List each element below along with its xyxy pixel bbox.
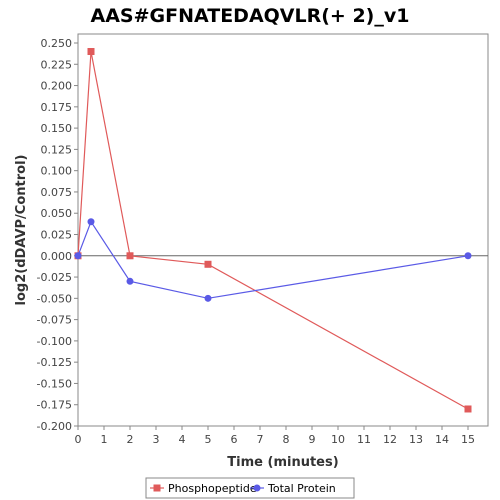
x-axis-title: Time (minutes) [227,455,338,470]
x-tick-label: 10 [331,433,345,446]
x-axis: 0 1 2 3 4 5 6 7 8 9 10 11 12 13 14 15 [75,426,475,446]
legend-label: Phosphopeptide [168,482,257,495]
y-tick-label: -0.200 [37,420,72,433]
x-tick-label: 14 [435,433,449,446]
y-tick-label: -0.125 [37,356,72,369]
y-tick-label: 0.100 [41,165,73,178]
legend-entry-total-protein: Total Protein [250,482,336,495]
y-tick-label: -0.150 [37,377,72,390]
y-tick-label: -0.050 [37,292,72,305]
y-tick-label: 0.200 [41,80,73,93]
y-tick-label: 0.050 [41,207,73,220]
legend-entry-phosphopeptide: Phosphopeptide [150,482,257,495]
data-point [74,252,82,260]
y-axis: 0.250 0.225 0.200 0.175 0.150 0.125 0.100 0.075… [37,37,78,433]
y-tick-label: -0.075 [37,314,72,327]
plot-area [77,33,489,427]
data-point [204,294,212,302]
x-tick-label: 11 [357,433,371,446]
y-tick-label: 0.250 [41,37,73,50]
legend-marker [253,484,261,492]
y-axis-title: log2(dDAVP/Control) [14,155,29,306]
legend-marker [153,484,161,492]
x-tick-label: 0 [75,433,82,446]
x-tick-label: 4 [179,433,186,446]
x-tick-label: 12 [383,433,397,446]
legend: Phosphopeptide Total Protein [145,477,355,499]
x-tick-label: 2 [127,433,134,446]
x-tick-label: 5 [205,433,212,446]
series-layer [74,48,472,413]
y-tick-label: -0.025 [37,271,72,284]
y-tick-label: 0.000 [41,250,73,263]
x-tick-label: 1 [101,433,108,446]
y-tick-label: 0.025 [41,229,73,242]
y-tick-label: -0.100 [37,335,72,348]
data-point [87,218,95,226]
data-point [87,48,95,56]
y-tick-label: -0.175 [37,399,72,412]
series-total-protein [74,218,472,302]
x-tick-label: 15 [461,433,475,446]
data-point [204,260,212,268]
x-tick-label: 13 [409,433,423,446]
chart-title: AAS#GFNATEDAQVLR(+ 2)_v1 [91,5,410,27]
y-tick-label: 0.125 [41,143,73,156]
data-point [126,277,134,285]
y-tick-label: 0.150 [41,122,73,135]
data-point [464,405,472,413]
data-point [464,252,472,260]
x-tick-label: 9 [309,433,316,446]
y-tick-label: 0.175 [41,101,73,114]
x-tick-label: 7 [257,433,264,446]
x-tick-label: 8 [283,433,290,446]
y-tick-label: 0.225 [41,58,73,71]
y-tick-label: 0.075 [41,186,73,199]
data-point [126,252,134,260]
legend-label: Total Protein [267,482,336,495]
x-tick-label: 3 [153,433,160,446]
x-tick-label: 6 [231,433,238,446]
